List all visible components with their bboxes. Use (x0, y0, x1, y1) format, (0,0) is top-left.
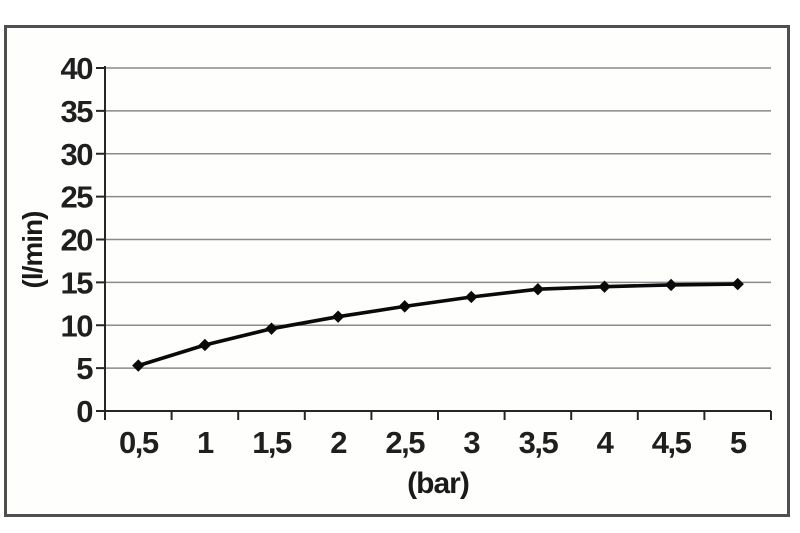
x-tick-label: 0,5 (119, 425, 159, 460)
data-point-marker (265, 322, 278, 335)
y-tick-label: 0 (76, 394, 92, 429)
x-tick-label: 1,5 (252, 425, 292, 460)
data-point-marker (731, 277, 744, 291)
data-point-marker (598, 280, 611, 293)
y-tick-label: 10 (61, 308, 93, 343)
data-point-marker (198, 338, 212, 352)
y-tick-label: 15 (61, 265, 94, 300)
y-tick-label: 20 (61, 223, 93, 258)
series-line (136, 282, 740, 368)
x-tick-label: 3 (463, 425, 480, 460)
data-point-marker (465, 290, 478, 304)
data-point-marker (331, 310, 345, 323)
y-tick-label: 5 (76, 351, 93, 386)
x-tick-label: 2,5 (385, 425, 425, 460)
x-tick-label: 4 (597, 425, 615, 460)
data-point-marker (664, 278, 678, 292)
data-point-marker (398, 300, 411, 313)
x-tick-label: 1 (197, 425, 214, 460)
chart-frame (4, 25, 790, 517)
x-tick-label: 5 (730, 425, 747, 460)
y-tick-label: 40 (61, 51, 93, 86)
data-point-marker (531, 283, 545, 296)
y-tick-label: 25 (61, 180, 94, 215)
x-axis-title: (bar) (407, 467, 470, 500)
x-tick-label: 2 (330, 425, 346, 460)
x-tick-label: 4,5 (652, 425, 692, 460)
y-tick-label: 35 (61, 94, 94, 129)
data-point-marker (132, 359, 145, 372)
y-axis-title: (l/min) (17, 211, 48, 289)
y-tick-label: 30 (61, 137, 93, 172)
x-tick-label: 3,5 (519, 425, 559, 460)
